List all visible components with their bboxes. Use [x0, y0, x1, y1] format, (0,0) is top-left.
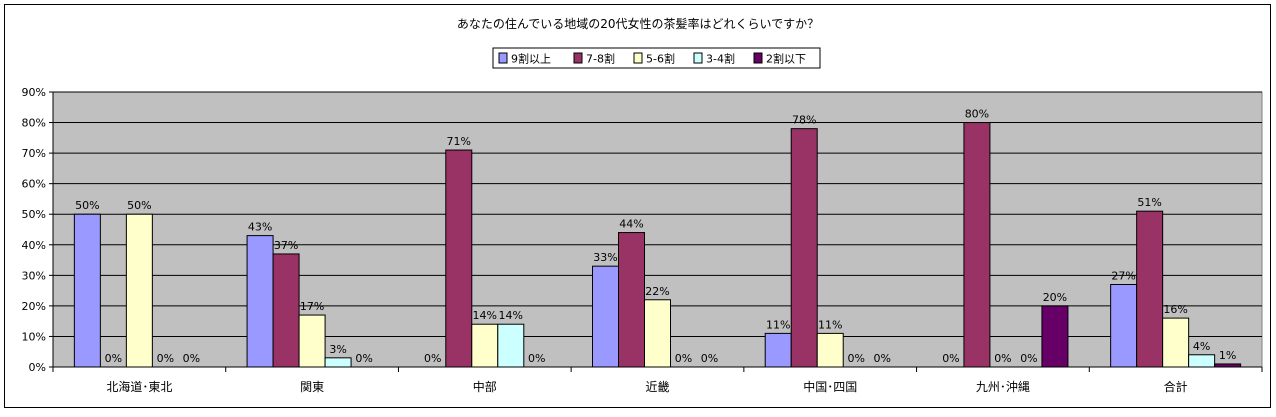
x-tick-label: 中部 [473, 379, 497, 394]
bar [125, 213, 153, 368]
data-label: 14% [499, 309, 523, 322]
legend-label: 5-6割 [646, 52, 675, 66]
bar [324, 357, 352, 368]
data-label: 14% [473, 309, 497, 322]
bar [1162, 317, 1190, 368]
y-tick-label: 60% [22, 178, 46, 191]
data-label: 0% [675, 352, 692, 365]
y-tick-label: 20% [22, 300, 46, 313]
legend-label: 7-8割 [586, 52, 615, 66]
data-label: 0% [873, 352, 890, 365]
data-label: 0% [183, 352, 200, 365]
bar [471, 323, 499, 368]
plot-area: 0% 10% 20% 30% 40% 50% 60% 70% 80% 90% 50% 0% 50% 0% 0… [22, 86, 1263, 394]
y-tick-label: 30% [22, 269, 46, 282]
data-label: 0% [994, 352, 1011, 365]
bar [246, 235, 274, 368]
x-tick-label: 近畿 [645, 380, 669, 394]
data-label: 0% [942, 352, 959, 365]
data-label: 20% [1043, 291, 1067, 304]
data-label: 44% [619, 218, 643, 231]
x-tick-label: 中国･四国 [803, 379, 857, 394]
y-tick-label: 40% [22, 239, 46, 252]
data-label: 37% [274, 239, 298, 252]
legend-label: 9割以上 [511, 52, 551, 66]
data-label: 0% [424, 352, 441, 365]
x-tick-label: 北海道･東北 [106, 379, 172, 394]
data-label: 71% [447, 135, 471, 148]
x-tick-label: 九州･沖縄 [976, 379, 1030, 394]
data-label: 27% [1111, 270, 1135, 283]
data-label: 0% [528, 352, 545, 365]
data-label: 4% [1193, 340, 1210, 353]
bar [644, 299, 671, 368]
data-label: 11% [766, 318, 790, 331]
data-label: 0% [105, 352, 122, 365]
y-tick-label: 0% [29, 361, 46, 374]
legend-swatch [498, 52, 508, 64]
bar [764, 332, 792, 368]
bar [1041, 305, 1069, 368]
chart-title: あなたの住んでいる地域の20代女性の茶髪率はどれくらいですか？ [457, 16, 819, 31]
data-label: 16% [1163, 303, 1187, 316]
bar [618, 232, 645, 368]
y-tick-label: 70% [22, 147, 46, 160]
x-tick-label: 関東 [300, 380, 324, 394]
bar [298, 314, 326, 368]
x-tick-label: 合計 [1164, 379, 1188, 394]
legend-swatch [573, 52, 583, 64]
bar [1136, 210, 1164, 368]
bar [1214, 363, 1242, 368]
legend-swatch [753, 52, 763, 64]
bar [1110, 284, 1138, 368]
data-label: 0% [157, 352, 174, 365]
y-tick-label: 50% [22, 208, 46, 221]
data-label: 3% [329, 343, 346, 356]
bar [1188, 354, 1216, 368]
bar [790, 128, 818, 368]
bar [816, 332, 844, 368]
legend-swatch [633, 52, 643, 64]
data-label: 0% [1020, 352, 1037, 365]
data-label: 0% [701, 352, 718, 365]
legend: 9割以上 7-8割 5-6割 3-4割 2割以下 [492, 47, 821, 69]
data-label: 51% [1137, 196, 1161, 209]
bar [73, 213, 101, 368]
data-label: 80% [965, 108, 989, 121]
legend-label: 3-4割 [706, 52, 735, 66]
bar [963, 122, 991, 368]
data-label: 22% [645, 285, 669, 298]
data-label: 33% [593, 251, 617, 264]
data-label: 11% [818, 318, 842, 331]
bar [592, 265, 619, 368]
data-label: 43% [248, 221, 272, 234]
legend-swatch [693, 52, 703, 64]
y-tick-label: 90% [22, 86, 46, 99]
data-label: 1% [1219, 349, 1236, 362]
y-tick-label: 80% [22, 117, 46, 130]
bar [445, 149, 473, 368]
data-label: 0% [355, 352, 372, 365]
data-label: 17% [300, 300, 324, 313]
data-label: 78% [792, 114, 816, 127]
data-label: 50% [75, 199, 99, 212]
legend-label: 2割以下 [766, 52, 806, 66]
bar [272, 253, 300, 368]
bar [497, 323, 525, 368]
y-tick-label: 10% [22, 330, 46, 343]
data-label: 50% [127, 199, 151, 212]
data-label: 0% [847, 352, 864, 365]
